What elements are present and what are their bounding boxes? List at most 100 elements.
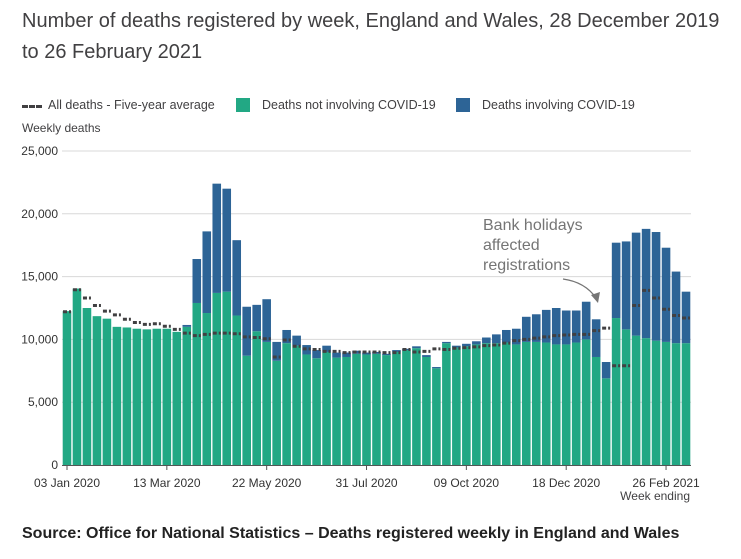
x-tick-label: 22 May 2020 <box>232 476 302 490</box>
annotation-line-3: registrations <box>483 257 570 274</box>
bar-covid <box>541 309 551 343</box>
bar-non-covid <box>621 329 631 465</box>
bar-covid <box>332 352 341 358</box>
bar-non-covid <box>72 288 82 465</box>
deaths-chart: 0 5,000 10,000 15,000 20,000 25,000 03 Jan 20… <box>21 144 700 503</box>
y-tick-label: 0 <box>51 458 58 472</box>
bar-covid <box>511 328 521 345</box>
arrowhead-icon <box>591 292 600 303</box>
bar-non-covid <box>362 354 371 465</box>
bar-non-covid <box>631 335 641 465</box>
bar-covid <box>322 345 331 352</box>
bar-covid <box>611 242 621 319</box>
x-axis-label: Week ending <box>620 489 690 503</box>
bar-covid <box>392 350 401 352</box>
bar-non-covid <box>482 343 491 465</box>
dashed-line-icon <box>22 105 42 108</box>
bar-non-covid <box>452 347 461 465</box>
bar-covid <box>661 247 671 342</box>
bar-covid <box>412 346 421 349</box>
bar-non-covid <box>252 331 261 465</box>
bar-non-covid <box>182 326 192 465</box>
bar-non-covid <box>332 357 341 465</box>
y-axis-label: Weekly deaths <box>22 121 101 135</box>
annotation-arrow <box>562 278 597 299</box>
legend-label-covid: Deaths involving COVID-19 <box>482 98 635 112</box>
chart-title: Number of deaths registered by week, Eng… <box>22 10 720 63</box>
bars <box>62 183 691 465</box>
y-tick-label: 20,000 <box>21 207 58 221</box>
bar-covid <box>382 353 391 356</box>
bar-non-covid <box>192 302 202 465</box>
legend-item-non-covid: Deaths not involving COVID-19 <box>236 98 436 112</box>
bar-non-covid <box>541 342 551 465</box>
bar-non-covid <box>591 356 601 465</box>
bar-covid <box>212 183 222 293</box>
bar-non-covid <box>551 344 561 465</box>
bar-covid <box>551 308 561 345</box>
bar-covid <box>312 350 321 359</box>
bar-non-covid <box>511 344 521 465</box>
bar-non-covid <box>312 358 321 465</box>
bar-non-covid <box>372 353 381 465</box>
five-year-average-line <box>63 288 690 368</box>
legend-label-average: All deaths - Five-year average <box>48 98 215 112</box>
bar-non-covid <box>402 350 411 465</box>
bar-covid <box>292 335 301 346</box>
bar-covid <box>452 345 461 348</box>
x-tick-label: 18 Dec 2020 <box>532 476 600 490</box>
bar-covid <box>581 301 591 340</box>
bar-covid <box>262 299 271 342</box>
bar-non-covid <box>392 351 401 465</box>
bar-non-covid <box>262 341 271 465</box>
bar-non-covid <box>282 343 291 465</box>
annotation-line-1: Bank holidays <box>483 217 583 234</box>
bar-non-covid <box>641 338 651 465</box>
bar-covid <box>502 329 511 343</box>
bar-covid <box>621 241 631 330</box>
bar-covid <box>432 367 441 369</box>
y-tick-label: 5,000 <box>28 395 58 409</box>
bar-non-covid <box>561 344 571 465</box>
bar-non-covid <box>292 345 301 465</box>
bar-non-covid <box>492 343 501 465</box>
bar-covid <box>222 188 232 292</box>
bar-covid <box>492 334 501 344</box>
bar-non-covid <box>502 342 511 465</box>
bar-covid <box>342 352 351 357</box>
bar-covid <box>571 310 581 343</box>
bar-non-covid <box>242 355 251 465</box>
bar-covid <box>521 316 531 342</box>
bar-non-covid <box>412 348 421 465</box>
bar-non-covid <box>172 331 182 465</box>
bar-non-covid <box>322 351 331 465</box>
bar-non-covid <box>521 341 531 465</box>
x-tick-marks <box>66 465 667 470</box>
teal-square-icon <box>236 98 250 112</box>
bar-covid <box>601 362 611 379</box>
bar-non-covid <box>222 291 232 465</box>
bar-covid <box>252 304 261 332</box>
bar-non-covid <box>661 341 671 465</box>
bar-non-covid <box>571 342 581 465</box>
bar-covid <box>442 341 451 344</box>
bar-covid <box>641 228 651 339</box>
bar-non-covid <box>432 368 441 465</box>
bar-non-covid <box>162 328 172 465</box>
blue-square-icon <box>456 98 470 112</box>
bar-non-covid <box>132 328 142 465</box>
bar-covid <box>531 314 541 342</box>
annotation-line-2: affected <box>483 237 540 254</box>
bar-non-covid <box>232 315 242 465</box>
bar-non-covid <box>82 308 92 465</box>
legend-item-covid: Deaths involving COVID-19 <box>456 98 635 112</box>
bar-non-covid <box>102 318 112 465</box>
bar-covid <box>671 271 681 344</box>
bar-non-covid <box>442 343 451 465</box>
source-note: Source: Office for National Statistics –… <box>22 525 680 542</box>
bar-non-covid <box>581 339 591 465</box>
bar-non-covid <box>422 356 431 465</box>
bar-covid <box>192 259 202 303</box>
bar-covid <box>272 341 281 361</box>
y-tick-label: 25,000 <box>21 144 58 158</box>
